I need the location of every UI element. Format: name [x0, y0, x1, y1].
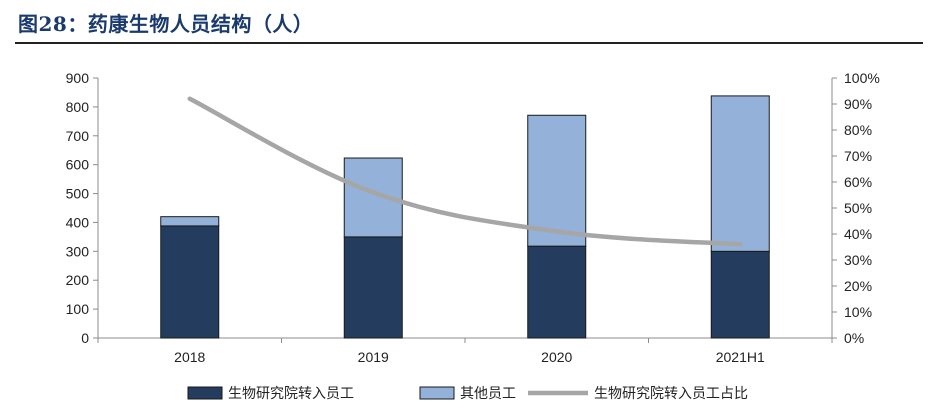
left-tick-label: 600 — [66, 157, 90, 173]
right-tick-label: 50% — [844, 200, 872, 216]
bar-transferred-staff — [527, 245, 587, 339]
legend-ratio-label: 生物研究院转入员工占比 — [594, 386, 748, 402]
right-tick-label: 10% — [844, 304, 872, 320]
legend-other-staff-swatch — [419, 386, 455, 400]
ratio-line — [187, 96, 743, 247]
left-tick-label: 300 — [66, 243, 90, 259]
x-tick-label: 2018 — [174, 349, 205, 365]
bar-other-staff — [527, 114, 587, 247]
right-tick-label: 70% — [844, 148, 872, 164]
left-tick-label: 0 — [81, 330, 89, 346]
x-tick-label: 2021H1 — [716, 349, 765, 365]
right-tick-label: 40% — [844, 226, 872, 242]
bar-transferred-staff — [343, 236, 403, 339]
legend-transferred-staff-label: 生物研究院转入员工 — [228, 386, 354, 402]
left-tick-label: 700 — [66, 128, 90, 144]
right-tick-label: 80% — [844, 122, 872, 138]
bar-transferred-staff — [710, 250, 770, 339]
left-tick-label: 800 — [66, 99, 90, 115]
bar-transferred-staff — [160, 225, 220, 339]
left-tick-label: 200 — [66, 272, 90, 288]
chart-title: 图28：药康生物人员结构（人） — [18, 12, 314, 36]
right-tick-label: 100% — [844, 70, 880, 86]
left-tick-label: 900 — [66, 70, 90, 86]
legend-transferred-staff-swatch — [187, 386, 223, 400]
left-tick-label: 100 — [66, 301, 90, 317]
right-tick-label: 20% — [844, 278, 872, 294]
bar-other-staff — [160, 216, 220, 227]
x-tick-label: 2020 — [541, 349, 572, 365]
left-tick-label: 400 — [66, 214, 90, 230]
left-tick-label: 500 — [66, 186, 90, 202]
legend-other-staff-label: 其他员工 — [460, 386, 516, 402]
bar-other-staff — [710, 95, 770, 252]
right-tick-label: 30% — [844, 252, 872, 268]
right-tick-label: 0% — [844, 330, 864, 346]
title-divider — [15, 42, 923, 44]
right-tick-label: 90% — [844, 96, 872, 112]
right-tick-label: 60% — [844, 174, 872, 190]
x-tick-label: 2019 — [358, 349, 389, 365]
